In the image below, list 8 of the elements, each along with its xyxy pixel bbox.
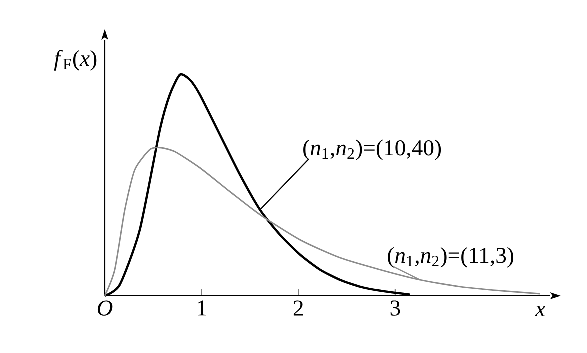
x-axis-title: x — [535, 306, 546, 316]
series-label: (n$_{1}$,n$_{2}$)=(11,3) — [388, 247, 514, 268]
text: (n$_{1}$,n$_{2}$)=(10,40) — [304, 140, 442, 160]
x-tick-label: 3 — [390, 300, 400, 316]
x-tick-label: 1 — [198, 300, 206, 316]
x-tick-label: 2 — [294, 300, 304, 316]
y-axis-title: f$_{F}$(x) — [54, 50, 97, 71]
x-tick-label: O — [98, 300, 113, 316]
